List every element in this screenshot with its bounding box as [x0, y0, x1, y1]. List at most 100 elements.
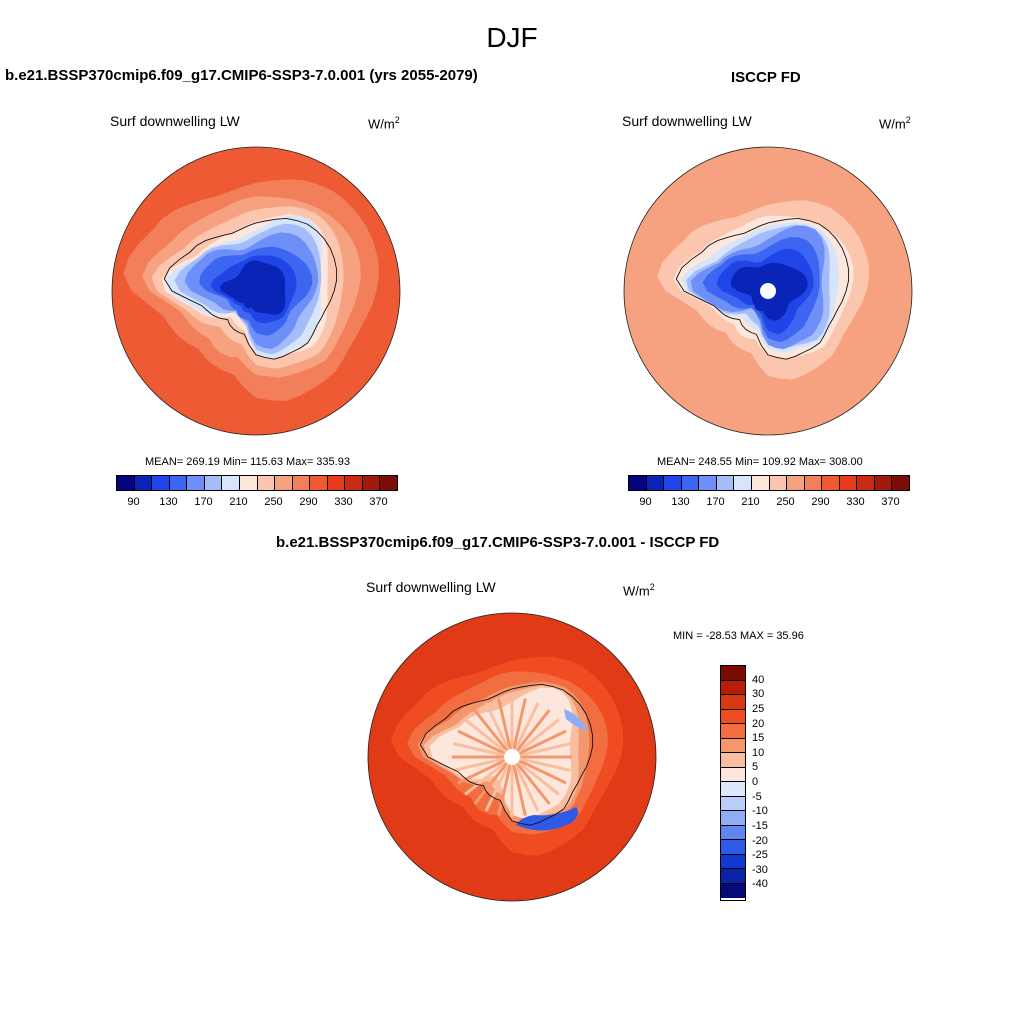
colorbar-tick-label: -20 [752, 834, 768, 847]
colorbar-swatch [721, 767, 745, 782]
colorbar-tick-label: 250 [264, 496, 283, 508]
colorbar-tick-label: -10 [752, 805, 768, 818]
colorbar-swatch [721, 709, 745, 724]
colorbar-swatch [721, 796, 745, 811]
streak-mark [511, 718, 560, 759]
colorbar-swatch [239, 476, 258, 490]
colorbar-swatch [721, 825, 745, 840]
streak-mark [511, 742, 571, 759]
antarctica-coastline [419, 683, 594, 826]
colorbar-tick-label: 20 [752, 717, 765, 730]
negative-anomaly-patch [564, 709, 588, 731]
streak-mark [453, 742, 513, 759]
diff-polar-map [367, 612, 657, 902]
colorbar-swatch [327, 476, 346, 490]
colorbar-swatch [699, 476, 717, 490]
streak-mark [510, 756, 527, 816]
colorbar-swatch [721, 724, 745, 739]
model-colorbar-ticks: 90 130 170 210 250 290 330 370 [116, 496, 396, 510]
colorbar-tick-label: 290 [811, 496, 830, 508]
colorbar-swatch [839, 476, 858, 490]
colorbar-tick-label: -30 [752, 863, 768, 876]
colorbar-swatch [721, 883, 745, 898]
colorbar-swatch [362, 476, 381, 490]
colorbar-tick-label: -40 [752, 878, 768, 891]
diff-colorbar-ticks: 40 30 25 20 15 10 5 0 -5 -10 -15 -20 -25 -30 -40 [752, 665, 792, 899]
colorbar-swatch [721, 869, 745, 884]
colorbar-swatch [874, 476, 893, 490]
obs-colorbar-ticks: 90 130 170 210 250 290 330 370 [628, 496, 908, 510]
map-border [367, 612, 657, 902]
colorbar-tick-label: 90 [127, 496, 140, 508]
streak-mark [484, 756, 514, 812]
obs-polar-map [623, 146, 913, 436]
colorbar-swatch [721, 811, 745, 826]
streak-mark [473, 709, 514, 758]
colorbar-swatch [721, 666, 745, 681]
diff-colorbar [720, 665, 746, 901]
colorbar-swatch [187, 476, 205, 490]
diff-variable-label: Surf downwelling LW [366, 579, 496, 595]
obs-variable-label: Surf downwelling LW [622, 113, 752, 129]
colorbar-swatch [822, 476, 840, 490]
model-panel-title: b.e21.BSSP370cmip6.f09_g17.CMIP6-SSP3-7.… [5, 67, 478, 84]
colorbar-swatch [721, 695, 745, 710]
colorbar-swatch [721, 782, 745, 797]
colorbar-tick-label: -25 [752, 849, 768, 862]
colorbar-tick-label: 330 [334, 496, 353, 508]
contour-level [219, 260, 286, 315]
colorbar-tick-label: 370 [369, 496, 388, 508]
colorbar-swatch [716, 476, 735, 490]
streak-mark [473, 756, 514, 805]
streak-mark [511, 755, 560, 796]
colorbar-tick-label: 330 [846, 496, 865, 508]
model-colorbar [116, 475, 398, 491]
streak-mark [457, 755, 513, 785]
colorbar-swatch [310, 476, 328, 490]
colorbar-swatch [646, 476, 665, 490]
colorbar-swatch [345, 476, 363, 490]
colorbar-tick-label: -5 [752, 790, 762, 803]
colorbar-tick-label: 10 [752, 746, 765, 759]
streak-mark [497, 698, 514, 758]
colorbar-swatch [721, 854, 745, 869]
obs-stats: MEAN= 248.55 Min= 109.92 Max= 308.00 [657, 456, 863, 468]
colorbar-swatch [629, 476, 647, 490]
colorbar-swatch [681, 476, 700, 490]
colorbar-tick-label: 15 [752, 732, 765, 745]
colorbar-swatch [734, 476, 752, 490]
streak-mark [510, 702, 540, 758]
colorbar-swatch [721, 753, 745, 768]
pole-hole [760, 283, 776, 299]
colorbar-swatch [275, 476, 293, 490]
colorbar-swatch [769, 476, 788, 490]
streak-mark [453, 755, 513, 772]
colorbar-swatch [721, 840, 745, 855]
obs-units-label: W/m2 [879, 115, 911, 132]
colorbar-tick-label: 170 [194, 496, 213, 508]
diff-stats: MIN = -28.53 MAX = 35.96 [673, 630, 804, 642]
antarctica-coastline [163, 217, 338, 360]
streak-mark [510, 709, 551, 758]
colorbar-tick-label: 5 [752, 761, 759, 774]
colorbar-swatch [804, 476, 823, 490]
colorbar-tick-label: 130 [671, 496, 690, 508]
streak-mark [464, 755, 513, 796]
model-variable-label: Surf downwelling LW [110, 113, 240, 129]
colorbar-tick-label: 210 [229, 496, 248, 508]
obs-colorbar [628, 475, 910, 491]
colorbar-tick-label: 30 [752, 688, 765, 701]
colorbar-swatch [892, 476, 909, 490]
diff-panel-title: b.e21.BSSP370cmip6.f09_g17.CMIP6-SSP3-7.… [276, 534, 720, 551]
streak-mark [511, 755, 567, 785]
colorbar-swatch [152, 476, 170, 490]
streak-mark [510, 698, 527, 758]
map-border [623, 146, 913, 436]
colorbar-tick-label: 370 [881, 496, 900, 508]
colorbar-swatch [721, 680, 745, 695]
colorbar-swatch [204, 476, 223, 490]
colorbar-tick-label: 250 [776, 496, 795, 508]
streak-mark [464, 718, 513, 759]
streak-mark [484, 702, 514, 758]
colorbar-swatch [117, 476, 135, 490]
